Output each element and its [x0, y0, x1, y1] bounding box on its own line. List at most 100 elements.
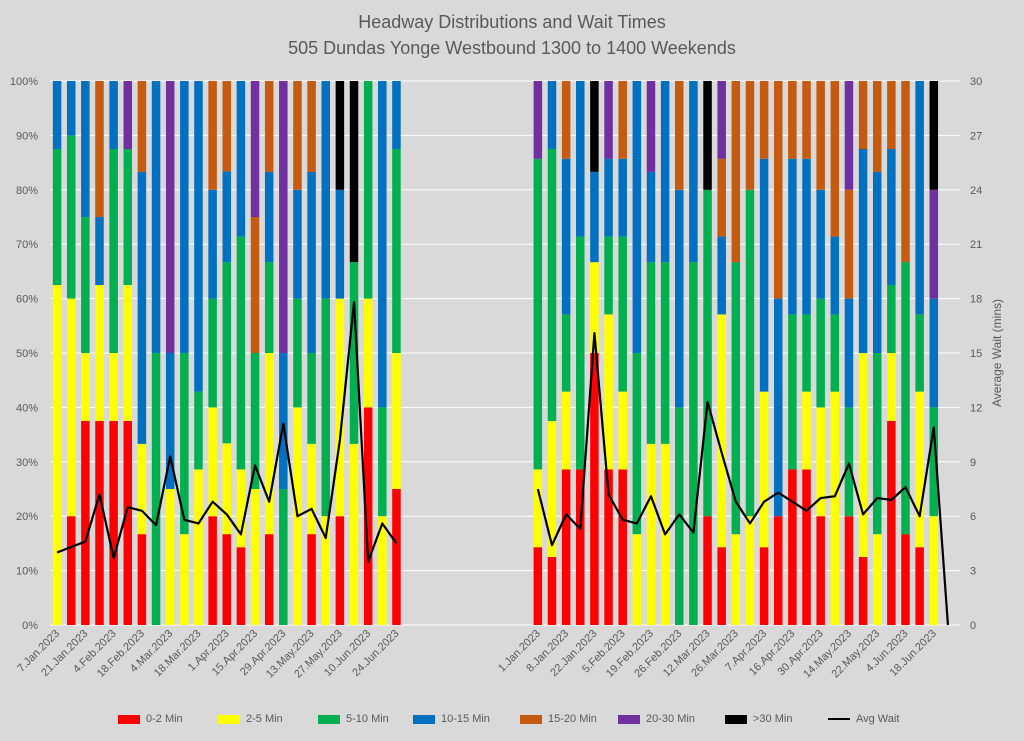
bar-segment-15-20-min	[618, 81, 627, 159]
bar-segment-10-15-min	[929, 298, 939, 408]
bar-segment-0-2-min	[236, 547, 246, 625]
bar-segment-5-10-min	[887, 285, 896, 353]
bar-segment-0-2-min	[703, 516, 712, 625]
bar-segment-0-2-min	[363, 407, 373, 625]
bar-segment-0-2-min	[81, 421, 90, 625]
bar-segment-10-15-min	[689, 81, 698, 263]
bar-segment-2-5-min	[759, 391, 769, 548]
legend-item-avg-wait: Avg Wait	[828, 713, 899, 725]
bar-segment-10-15-min	[165, 353, 175, 489]
bar-segment-20-30-min	[250, 81, 260, 217]
right-axis-tick-label: 27	[970, 130, 982, 142]
bar-segment-5-10-min	[547, 149, 557, 421]
right-axis-tick-label: 21	[970, 239, 982, 251]
bar-segment-5-10-min	[378, 407, 387, 517]
bar-segment-5-10-min	[349, 262, 359, 444]
bar-segment-20-30-min	[717, 81, 726, 159]
bar-segment-20-30-min	[646, 81, 656, 172]
bar-segment-2-5-min	[165, 489, 175, 625]
bar-segment-10-15-min	[151, 81, 161, 353]
bar-segment-5-10-min	[533, 158, 543, 470]
bar-segment-10-15-min	[561, 158, 571, 315]
legend-label: 2-5 Min	[246, 713, 283, 725]
bar-segment-2-5-min	[915, 391, 924, 548]
bar-segment-10-15-min	[52, 81, 62, 149]
bar-segment-2-5-min	[717, 314, 726, 548]
bar-segment-5-10-min	[660, 262, 670, 444]
chart-subtitle: 505 Dundas Yonge Westbound 1300 to 1400 …	[288, 38, 736, 58]
left-axis-tick-label: 80%	[16, 185, 38, 197]
bar-segment-10-15-min	[858, 149, 868, 353]
bar-segment-10-15-min	[590, 171, 599, 263]
legend-item: >30 Min	[725, 713, 792, 725]
bar-segment-5-10-min	[81, 217, 90, 353]
bar-segment-0-2-min	[604, 469, 613, 625]
bar-segment-0-2-min	[590, 353, 599, 625]
legend-label: 0-2 Min	[146, 713, 183, 725]
bar-segment-5-10-min	[52, 149, 62, 285]
right-axis-tick-label: 9	[970, 457, 976, 469]
bar-segment--30-min	[929, 81, 939, 190]
left-axis-tick-label: 30%	[16, 457, 38, 469]
legend-swatch	[118, 714, 140, 724]
bar-segment-2-5-min	[81, 353, 90, 421]
bar-segment--30-min	[335, 81, 345, 190]
bar-segment-5-10-min	[66, 135, 76, 299]
bar-segment-10-15-min	[759, 158, 769, 392]
bar-segment--30-min	[590, 81, 599, 172]
left-axis-tick-label: 20%	[16, 511, 38, 523]
bar-segment-2-5-min	[95, 285, 104, 421]
bar-segment-5-10-min	[392, 149, 401, 353]
left-axis-tick-label: 0%	[22, 620, 38, 632]
bar-segment-0-2-min	[392, 489, 401, 625]
bar-segment-0-2-min	[547, 557, 557, 625]
bar-segment-10-15-min	[392, 81, 401, 149]
legend-swatch	[618, 714, 640, 724]
chart-title: Headway Distributions and Wait Times	[358, 12, 666, 32]
bar-segment-0-2-min	[66, 516, 76, 625]
bar-segment-5-10-min	[604, 236, 613, 315]
bar-segment-0-2-min	[858, 557, 868, 625]
left-axis-tick-label: 90%	[16, 130, 38, 142]
right-axis-tick-label: 30	[970, 76, 982, 88]
bar-segment-0-2-min	[717, 547, 726, 625]
bar-segment-2-5-min	[872, 534, 882, 625]
bar-segment-5-10-min	[279, 489, 288, 625]
bar-segment-10-15-min	[887, 149, 896, 285]
bar-segment-5-10-min	[180, 353, 189, 535]
bar-segment-5-10-min	[561, 314, 571, 392]
bar-segment-10-15-min	[576, 81, 585, 237]
bar-segment-2-5-min	[887, 353, 896, 421]
bar-segment-15-20-min	[773, 81, 783, 299]
bar-segment-10-15-min	[788, 158, 797, 315]
bar-segment-15-20-min	[307, 81, 316, 172]
left-axis-tick-label: 70%	[16, 239, 38, 251]
bar-segment-5-10-min	[689, 262, 698, 625]
bar-segment-10-15-min	[279, 353, 288, 489]
bar-segment-10-15-min	[816, 189, 825, 299]
bar-segment-5-10-min	[872, 353, 882, 535]
bar-segment--30-min	[703, 81, 712, 190]
bar-segment-5-10-min	[208, 298, 217, 408]
bar-segment-10-15-min	[95, 217, 104, 285]
legend-label: 15-20 Min	[548, 713, 597, 725]
bar-segment-10-15-min	[321, 81, 330, 299]
bar-segment-0-2-min	[307, 534, 316, 625]
bar-segment-15-20-min	[731, 81, 741, 263]
right-axis-tick-label: 24	[970, 185, 982, 197]
legend-swatch	[318, 714, 340, 724]
bar-segment-2-5-min	[208, 407, 217, 517]
avg-wait-line-left	[56, 301, 398, 563]
bar-segment-2-5-min	[745, 516, 755, 625]
bar-segment-2-5-min	[392, 353, 401, 489]
legend-swatch	[520, 714, 542, 724]
bar-segment-2-5-min	[547, 421, 557, 557]
legend-item: 15-20 Min	[520, 713, 597, 725]
bar-segment-0-2-min	[887, 421, 896, 625]
bar-segment-0-2-min	[915, 547, 924, 625]
bar-segment-10-15-min	[618, 158, 627, 237]
bar-segment--30-min	[349, 81, 359, 263]
right-axis-tick-label: 18	[970, 294, 982, 306]
bar-segment-5-10-min	[194, 391, 203, 470]
